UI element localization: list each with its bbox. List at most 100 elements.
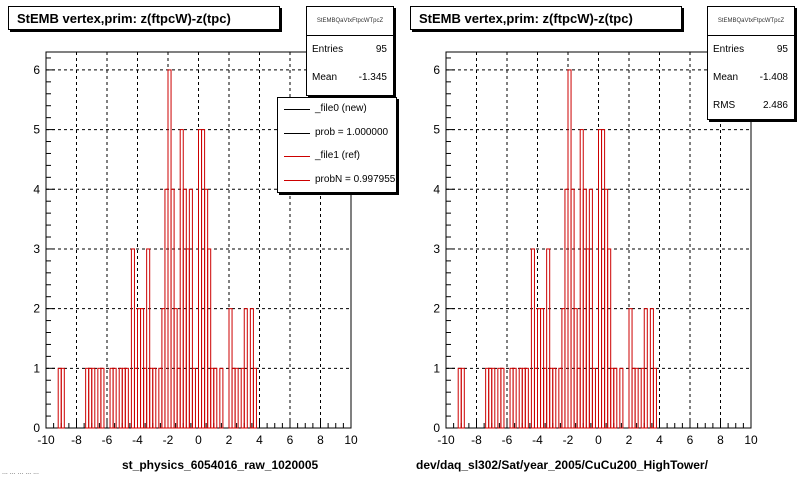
histogram-bar — [530, 248, 535, 429]
stats-box-left: StEMBQaVtxFtpcWTpcZ Entries 95 Mean -1.3… — [306, 6, 394, 96]
y-tick-label: 1 — [433, 361, 440, 375]
histogram-bar — [213, 367, 218, 429]
legend-label: prob = 1.000000 — [315, 126, 389, 138]
x-tick-label: -6 — [102, 433, 113, 447]
legend-entry: _file0 (new) — [278, 98, 396, 122]
x-tick-label: 0 — [595, 433, 602, 447]
x-tick-label: 8 — [717, 433, 724, 447]
legend-swatch — [284, 179, 310, 181]
x-tick-label: 8 — [317, 433, 324, 447]
x-tick-label: 0 — [195, 433, 202, 447]
histogram-bar — [207, 248, 212, 429]
histogram-series — [57, 69, 257, 429]
stats-key: Entries — [312, 44, 344, 55]
x-tick-label: 6 — [287, 433, 294, 447]
y-tick-label: 5 — [433, 123, 440, 137]
histogram-bar — [234, 367, 239, 429]
x-tick-label: 2 — [626, 433, 633, 447]
x-axis-label-left: st_physics_6054016_raw_1020005 — [122, 458, 319, 472]
stats-row-mean: Mean -1.408 — [708, 64, 794, 92]
x-tick-label: -10 — [437, 433, 455, 447]
histogram-bar — [652, 367, 657, 429]
stats-value: -1.345 — [358, 72, 387, 83]
stats-value: -1.408 — [759, 72, 788, 83]
histogram-bar — [643, 308, 648, 429]
histogram-bar — [124, 367, 129, 429]
x-tick-label: 10 — [344, 433, 358, 447]
histogram-plot-left: -10 -8 -6 -4 -2 0 2 4 6 8 10 0 1 2 3 4 5 6 — [33, 51, 358, 447]
histogram-bar — [188, 188, 193, 429]
histogram-bar — [619, 367, 624, 429]
stats-row-rms: RMS 2.486 — [708, 92, 794, 120]
stats-value: 2.486 — [762, 100, 788, 111]
histogram-bar — [146, 248, 151, 429]
legend-entry: probN = 0.997955 — [278, 169, 396, 193]
legend-entry: prob = 1.000000 — [278, 122, 396, 146]
histogram-bar — [112, 367, 117, 429]
histogram-bar — [219, 367, 224, 429]
histogram-bar — [60, 367, 65, 429]
x-tick-label: 4 — [256, 433, 263, 447]
histogram-bar — [491, 367, 496, 429]
legend-swatch — [284, 156, 310, 157]
histogram-bar — [613, 367, 618, 429]
stats-row-entries: Entries 95 — [307, 36, 393, 64]
panel-title-right: StEMB vertex,prim: z(ftpcW)-z(tpc) — [410, 6, 682, 30]
legend-swatch — [284, 132, 310, 134]
x-axis-label-right: dev/daq_sl302/Sat/year_2005/CuCu200_High… — [416, 458, 708, 472]
legend-entry: _file1 (ref) — [278, 145, 396, 169]
x-tick-label: -2 — [163, 433, 174, 447]
histogram-bar — [546, 248, 551, 429]
stats-key: Entries — [713, 44, 745, 55]
histogram-bar — [91, 367, 96, 429]
y-tick-label: 6 — [433, 63, 440, 77]
legend-label: _file0 (new) — [315, 103, 367, 114]
y-tick-label: 2 — [433, 302, 440, 316]
histogram-plot-right: -10 -8 -6 -4 -2 0 2 4 6 8 10 0 1 2 3 4 5 6 — [433, 51, 758, 447]
y-tick-label: 4 — [433, 182, 440, 196]
stats-value: 95 — [776, 44, 788, 55]
histogram-bar — [607, 248, 612, 429]
histogram-bar — [500, 367, 505, 429]
stats-name: StEMBQaVtxFtpcWTpcZ — [708, 7, 794, 36]
stats-key: RMS — [713, 100, 736, 111]
x-tick-label: 4 — [656, 433, 663, 447]
y-tick-label: 6 — [33, 63, 40, 77]
stats-name: StEMBQaVtxFtpcWTpcZ — [307, 7, 393, 36]
x-tick-label: 2 — [226, 433, 233, 447]
stats-row-entries: Entries 95 — [708, 36, 794, 64]
stats-row-mean: Mean -1.345 — [307, 64, 393, 92]
x-tick-label: 6 — [687, 433, 694, 447]
histogram-bar — [634, 367, 639, 429]
histogram-bar — [524, 367, 529, 429]
y-tick-label: 0 — [433, 421, 440, 435]
panel-title-left: StEMB vertex,prim: z(ftpcW)-z(tpc) — [8, 6, 280, 30]
stats-value: 95 — [375, 44, 387, 55]
x-tick-label: 10 — [744, 433, 758, 447]
stats-key: Mean — [713, 72, 739, 83]
y-tick-label: 0 — [33, 421, 40, 435]
histogram-bar — [191, 367, 196, 429]
histogram-bar — [588, 188, 593, 429]
x-tick-label: -6 — [502, 433, 513, 447]
x-tick-label: -4 — [532, 433, 543, 447]
y-tick-label: 3 — [433, 242, 440, 256]
y-tick-label: 5 — [33, 123, 40, 137]
histogram-bar — [512, 367, 517, 429]
x-tick-label: -4 — [132, 433, 143, 447]
legend: _file0 (new) prob = 1.000000 _file1 (ref… — [277, 97, 397, 193]
stats-key: Mean — [312, 72, 338, 83]
footer-text: ... ... ... ... ... — [2, 469, 39, 476]
x-tick-label: -8 — [71, 433, 82, 447]
histogram-series — [457, 69, 657, 429]
legend-swatch — [284, 109, 310, 110]
legend-label: probN = 0.997955 — [315, 173, 396, 185]
y-tick-label: 2 — [33, 302, 40, 316]
histogram-bar — [243, 308, 248, 429]
y-tick-label: 1 — [33, 361, 40, 375]
histogram-bar — [130, 248, 135, 429]
histogram-bar — [460, 367, 465, 429]
histogram-bar — [252, 367, 257, 429]
x-tick-label: -8 — [471, 433, 482, 447]
histogram-bar — [552, 367, 557, 429]
